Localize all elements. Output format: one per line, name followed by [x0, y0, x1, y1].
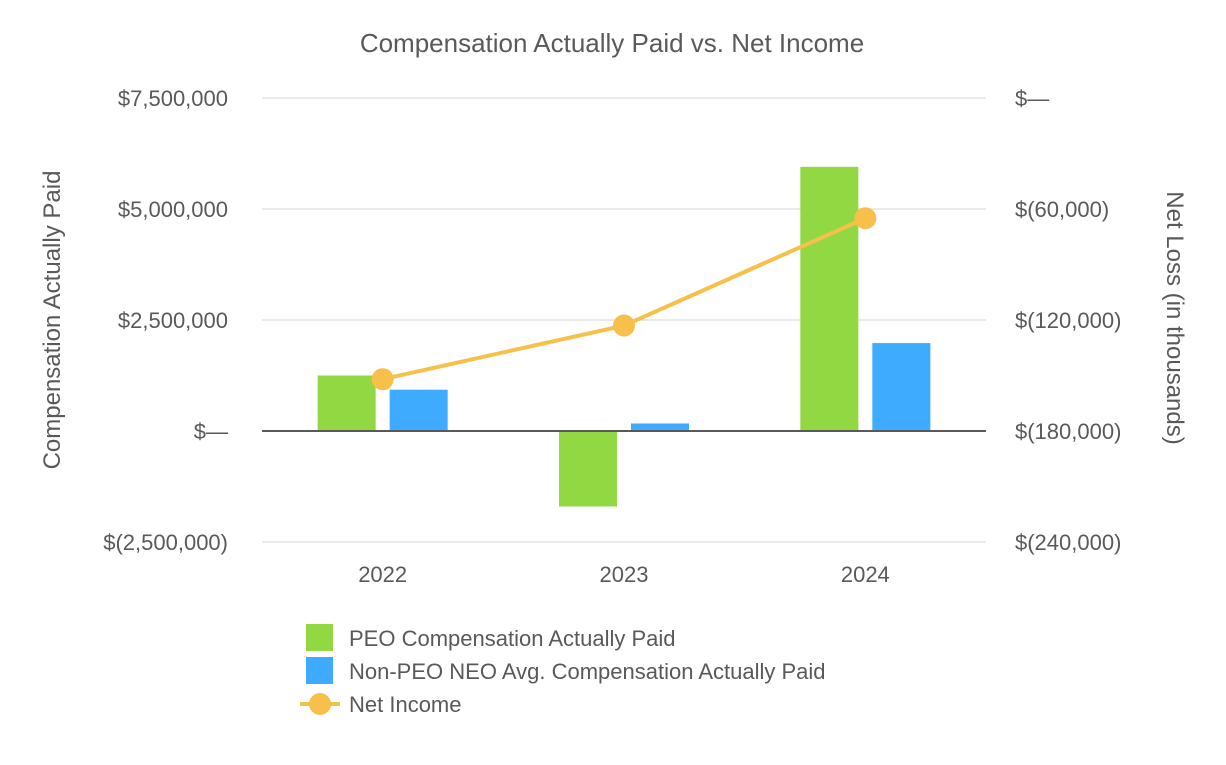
right-tick-label: $(120,000) [1015, 308, 1121, 333]
left-tick-label: $2,500,000 [118, 308, 228, 333]
left-axis-label: Compensation Actually Paid [39, 171, 66, 470]
left-tick-label: $— [194, 419, 228, 444]
chart-title: Compensation Actually Paid vs. Net Incom… [360, 28, 864, 58]
bar [559, 431, 617, 507]
left-tick-label: $(2,500,000) [103, 530, 228, 555]
legend-label: Non-PEO NEO Avg. Compensation Actually P… [349, 659, 826, 684]
bar [389, 389, 448, 431]
bars [317, 166, 931, 507]
x-tick-label: 2022 [358, 562, 407, 587]
legend-label: PEO Compensation Actually Paid [349, 626, 676, 651]
net-income-point [854, 207, 877, 230]
left-axis-ticks: $7,500,000 $5,000,000 $2,500,000 $— $(2,500,… [103, 86, 228, 555]
legend-swatch [306, 624, 333, 651]
right-tick-label: $— [1015, 86, 1049, 111]
bar [872, 343, 931, 431]
right-axis-ticks: $— $(60,000) $(120,000) $(180,000) $(240,000… [1015, 86, 1121, 555]
x-tick-label: 2024 [841, 562, 890, 587]
left-tick-label: $7,500,000 [118, 86, 228, 111]
legend-swatch [306, 657, 333, 684]
right-tick-label: $(60,000) [1015, 197, 1109, 222]
bar [631, 423, 689, 431]
net-income-point [613, 314, 635, 337]
net-income-point [371, 368, 394, 391]
x-axis-ticks: 2022 2023 2024 [358, 562, 890, 587]
x-tick-label: 2023 [600, 562, 649, 587]
net-income-series [371, 207, 877, 391]
right-tick-label: $(180,000) [1015, 419, 1121, 444]
legend-label: Net Income [349, 692, 462, 717]
right-axis-label: Net Loss (in thousands) [1161, 191, 1188, 444]
left-tick-label: $5,000,000 [118, 197, 228, 222]
net-income-line [382, 216, 867, 382]
right-tick-label: $(240,000) [1015, 530, 1121, 555]
legend: PEO Compensation Actually Paid Non-PEO NE… [300, 624, 826, 717]
bar [800, 166, 859, 431]
legend-marker [309, 693, 331, 715]
bar [317, 375, 376, 431]
